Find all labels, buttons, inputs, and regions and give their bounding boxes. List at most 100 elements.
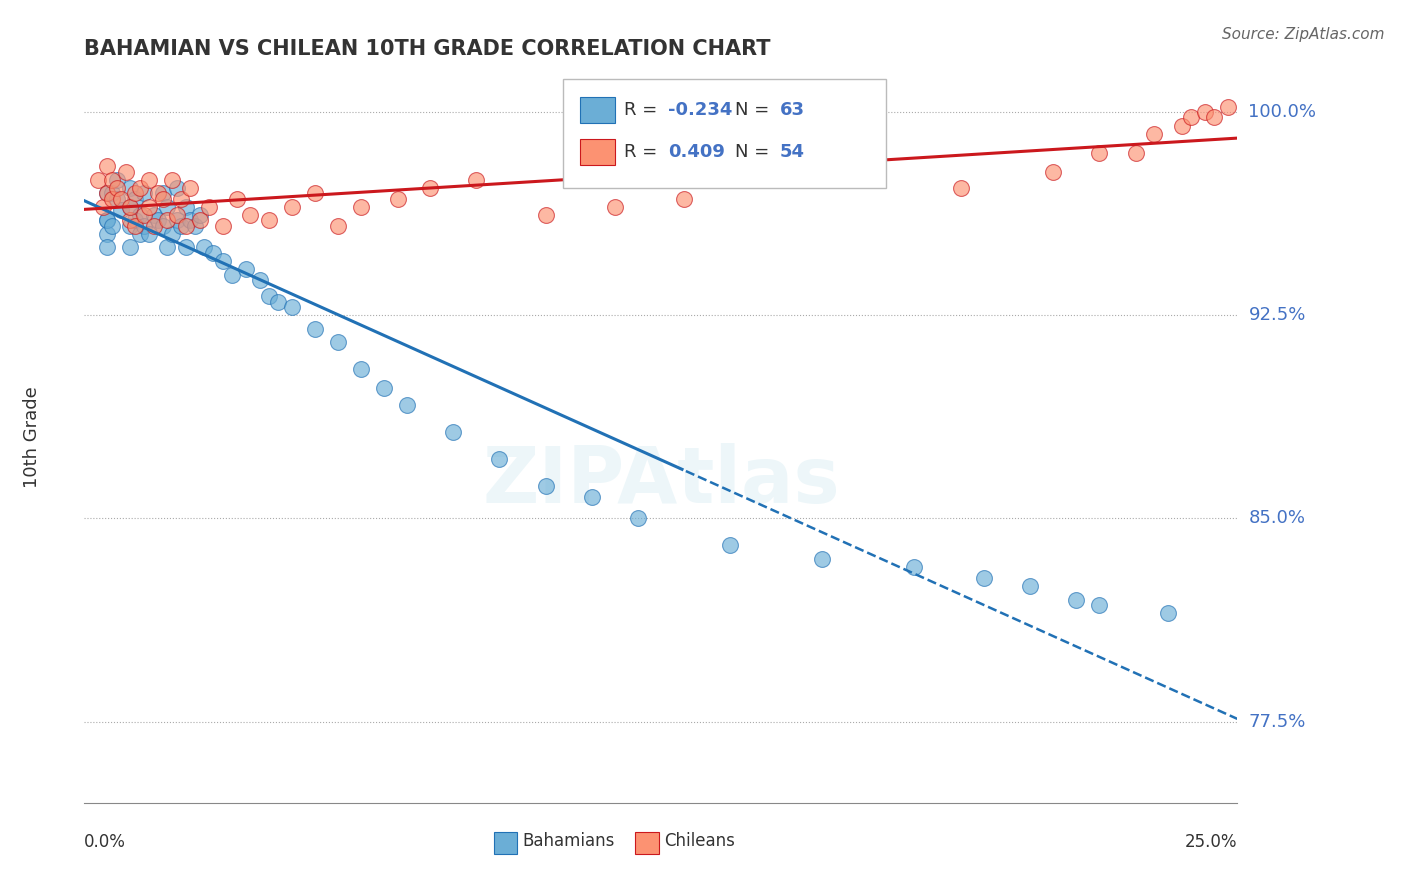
Point xyxy=(534,479,557,493)
Point xyxy=(202,245,225,260)
Point xyxy=(198,200,221,214)
Point xyxy=(105,172,128,186)
Point xyxy=(465,172,488,186)
Point xyxy=(211,219,233,233)
Text: N =: N = xyxy=(734,143,775,161)
Point xyxy=(211,254,233,268)
Point xyxy=(188,208,211,222)
Text: Source: ZipAtlas.com: Source: ZipAtlas.com xyxy=(1222,27,1385,42)
Point xyxy=(235,262,257,277)
Point xyxy=(96,159,118,173)
Text: R =: R = xyxy=(624,101,662,120)
Point xyxy=(1194,105,1216,120)
Point xyxy=(170,192,193,206)
Point xyxy=(115,164,138,178)
Text: 0.409: 0.409 xyxy=(668,143,724,161)
Point xyxy=(350,362,373,376)
Text: 25.0%: 25.0% xyxy=(1185,833,1237,851)
Text: -0.234: -0.234 xyxy=(668,101,733,120)
Point xyxy=(96,240,118,254)
Point xyxy=(188,213,211,227)
Point xyxy=(304,186,326,201)
Text: 63: 63 xyxy=(779,101,804,120)
Point xyxy=(225,192,247,206)
Point xyxy=(184,219,207,233)
Point xyxy=(128,208,150,222)
Point xyxy=(441,425,464,439)
Point xyxy=(105,192,128,206)
Point xyxy=(156,200,179,214)
Point xyxy=(138,200,160,214)
Point xyxy=(146,213,169,227)
Point xyxy=(124,192,146,206)
Point xyxy=(1088,145,1111,160)
Point xyxy=(373,381,395,395)
Point xyxy=(156,213,179,227)
Text: 0.0%: 0.0% xyxy=(84,833,127,851)
Point xyxy=(96,213,118,227)
Point xyxy=(1171,119,1194,133)
Point xyxy=(110,192,132,206)
Point xyxy=(193,240,215,254)
Point xyxy=(249,273,271,287)
Point xyxy=(138,227,160,241)
FancyBboxPatch shape xyxy=(581,139,614,165)
Point xyxy=(718,538,741,552)
Point xyxy=(120,213,142,227)
Point xyxy=(1157,606,1180,620)
Point xyxy=(174,219,197,233)
Point xyxy=(387,192,409,206)
Point xyxy=(858,159,880,173)
Point xyxy=(166,208,188,222)
Point xyxy=(101,172,124,186)
Text: R =: R = xyxy=(624,143,669,161)
Point xyxy=(91,200,114,214)
Text: 77.5%: 77.5% xyxy=(1249,713,1306,731)
Point xyxy=(105,181,128,195)
Point xyxy=(120,219,142,233)
Text: 54: 54 xyxy=(779,143,804,161)
Point xyxy=(1064,592,1087,607)
Point xyxy=(949,181,972,195)
Text: ZIPAtlas: ZIPAtlas xyxy=(482,443,839,519)
Point xyxy=(96,186,118,201)
Point xyxy=(134,208,156,222)
Point xyxy=(174,200,197,214)
Point xyxy=(1204,111,1226,125)
Point xyxy=(156,240,179,254)
Text: BAHAMIAN VS CHILEAN 10TH GRADE CORRELATION CHART: BAHAMIAN VS CHILEAN 10TH GRADE CORRELATI… xyxy=(84,38,770,59)
Point xyxy=(87,172,110,186)
Point xyxy=(811,552,834,566)
Point xyxy=(765,172,787,186)
Point xyxy=(160,172,183,186)
Point xyxy=(326,219,349,233)
Point xyxy=(120,200,142,214)
Point xyxy=(257,289,280,303)
Point xyxy=(124,213,146,227)
Point xyxy=(120,181,142,195)
Point xyxy=(134,219,156,233)
Point xyxy=(396,398,419,412)
Point xyxy=(973,571,995,585)
Point xyxy=(534,208,557,222)
Point xyxy=(281,200,304,214)
Point xyxy=(146,186,169,201)
Point xyxy=(1088,598,1111,612)
Point xyxy=(166,181,188,195)
Point xyxy=(179,213,201,227)
Point xyxy=(1143,127,1166,141)
Point xyxy=(281,300,304,314)
Point xyxy=(110,202,132,217)
Point xyxy=(174,240,197,254)
FancyBboxPatch shape xyxy=(581,97,614,123)
Point xyxy=(326,335,349,350)
Point xyxy=(96,227,118,241)
Point xyxy=(267,294,290,309)
Point xyxy=(179,181,201,195)
Text: N =: N = xyxy=(734,101,775,120)
Point xyxy=(152,192,174,206)
Point xyxy=(903,560,925,574)
Point xyxy=(120,240,142,254)
Point xyxy=(128,227,150,241)
Text: 100.0%: 100.0% xyxy=(1249,103,1316,121)
